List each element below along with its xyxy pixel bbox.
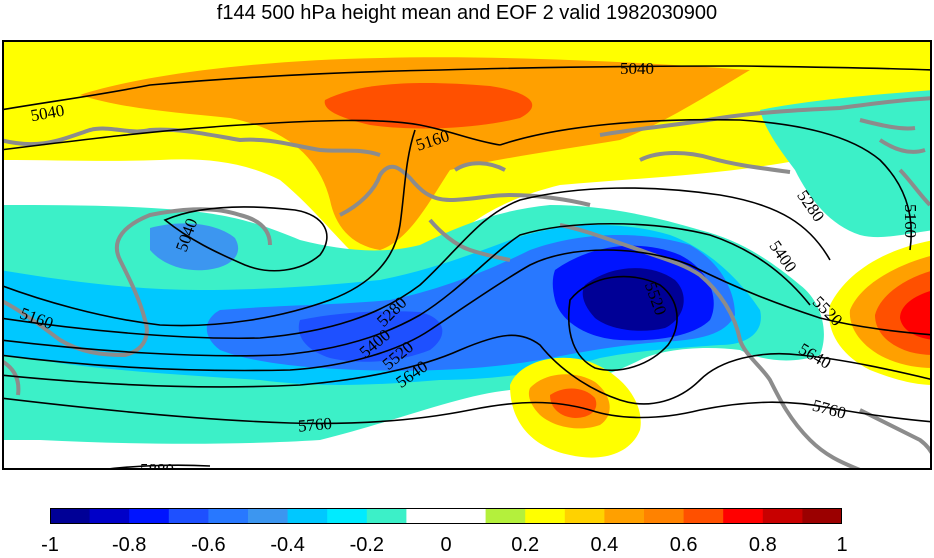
contour-5280 [2,187,831,340]
colorbar-border [50,508,842,524]
colorbar-swatch [50,508,91,524]
colorbar-swatch [644,508,685,524]
contour-label: 5160 [901,204,920,238]
colorbar-swatch [406,508,447,524]
contour-5400 [2,222,811,357]
contour-5760 [2,397,932,425]
colorbar-swatch [89,508,130,524]
contour-5520-low [567,275,678,372]
colorbar-tick-label: 0.6 [669,534,698,556]
colorbar-tick-label: -0.4 [270,534,305,556]
coastlines [2,96,932,470]
contour-5520 [2,249,932,372]
map-frame [2,40,932,470]
colorbar-tick-label: -0.8 [111,534,147,556]
colorbar-swatch [604,508,645,524]
anomaly-negative-west-blob [150,223,239,271]
colorbar-tick-label: 0 [440,534,452,556]
colorbar-tick-label: 1 [836,534,848,556]
colorbar-swatch [525,508,566,524]
colorbar-swatch [129,508,170,524]
colorbar-swatch [287,508,328,524]
contour-5040-north [2,65,932,111]
colorbar-swatch [683,508,724,524]
anomaly-positive-east-darkred [900,290,932,340]
colorbar-swatch [564,508,605,524]
colorbar-tick-label: -0.2 [349,534,385,556]
colorbar-swatch [327,508,368,524]
colorbar-tick-label: 0.8 [748,534,777,556]
contour-5160-north [2,119,501,151]
colorbar-tick-label: -0.6 [191,534,226,556]
plot-title: f144 500 hPa height mean and EOF 2 valid… [216,2,718,24]
colorbar-swatch [366,508,407,524]
contour-5160-west [2,129,416,327]
colorbar-swatch [248,508,289,524]
anomaly-positive-orange [80,57,750,251]
anomaly-positive-south-red [550,388,597,418]
contour-label: 5760 [297,414,333,436]
colorbar-swatch [446,508,487,524]
contour-5040-low [163,206,328,272]
contour-label: 5040 [620,59,654,78]
colorbar-swatch [168,508,209,524]
colorbar [50,508,842,524]
colorbar-swatch [802,508,842,524]
colorbar-tick-label: -1 [41,534,59,556]
anomaly-positive-red [324,82,533,129]
colorbar-swatch [485,508,526,524]
contour-5160-east [499,118,913,251]
map-panel: 5040 5040 5160 5040 5280 5160 5400 5520 … [2,40,932,470]
height-contours [2,65,932,470]
colorbar-tick-label: 0.2 [511,534,540,556]
colorbar-swatch [208,508,249,524]
colorbar-swatch [762,508,803,524]
colorbar-swatch [723,508,764,524]
contour-5640 [2,334,932,405]
contour-label: 5880 [140,460,174,470]
colorbar-tick-label: 0.4 [590,534,619,556]
